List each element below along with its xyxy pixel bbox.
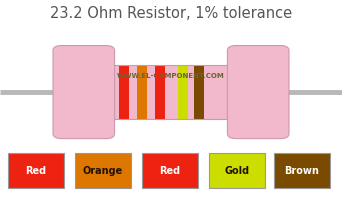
- Bar: [274, 153, 330, 188]
- Bar: [142, 153, 198, 188]
- Bar: [119, 65, 129, 119]
- Bar: [178, 65, 188, 119]
- Text: 23.2 Ohm Resistor, 1% tolerance: 23.2 Ohm Resistor, 1% tolerance: [50, 6, 292, 21]
- Bar: [75, 153, 131, 188]
- FancyBboxPatch shape: [53, 46, 115, 139]
- Bar: [155, 65, 165, 119]
- Text: Red: Red: [159, 166, 180, 176]
- Text: Orange: Orange: [83, 166, 123, 176]
- Text: Brown: Brown: [285, 166, 319, 176]
- Bar: [8, 153, 64, 188]
- Bar: [137, 65, 147, 119]
- Bar: [209, 153, 265, 188]
- Bar: [194, 65, 204, 119]
- FancyBboxPatch shape: [227, 46, 289, 139]
- Bar: [96, 65, 246, 119]
- Text: Gold: Gold: [224, 166, 249, 176]
- Text: WWW.EL-COMPONENT.COM: WWW.EL-COMPONENT.COM: [117, 73, 225, 79]
- Text: Red: Red: [25, 166, 46, 176]
